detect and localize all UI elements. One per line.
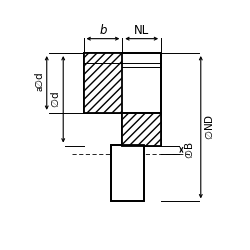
Text: $\varnothing$ND: $\varnothing$ND [203,114,215,140]
Text: $\varnothing$d: $\varnothing$d [49,91,61,108]
Bar [111,146,144,201]
Bar [84,53,161,113]
Bar [122,113,161,146]
Text: $\varnothing$d: $\varnothing$d [33,73,45,90]
Bar [84,53,122,113]
Text: a: a [36,86,45,91]
Bar [84,53,161,113]
Bar [122,113,161,146]
Bar [111,146,144,201]
Text: b: b [99,24,107,37]
Text: NL: NL [134,24,149,37]
Bar [122,113,161,146]
Text: $\varnothing$B: $\varnothing$B [183,141,195,158]
